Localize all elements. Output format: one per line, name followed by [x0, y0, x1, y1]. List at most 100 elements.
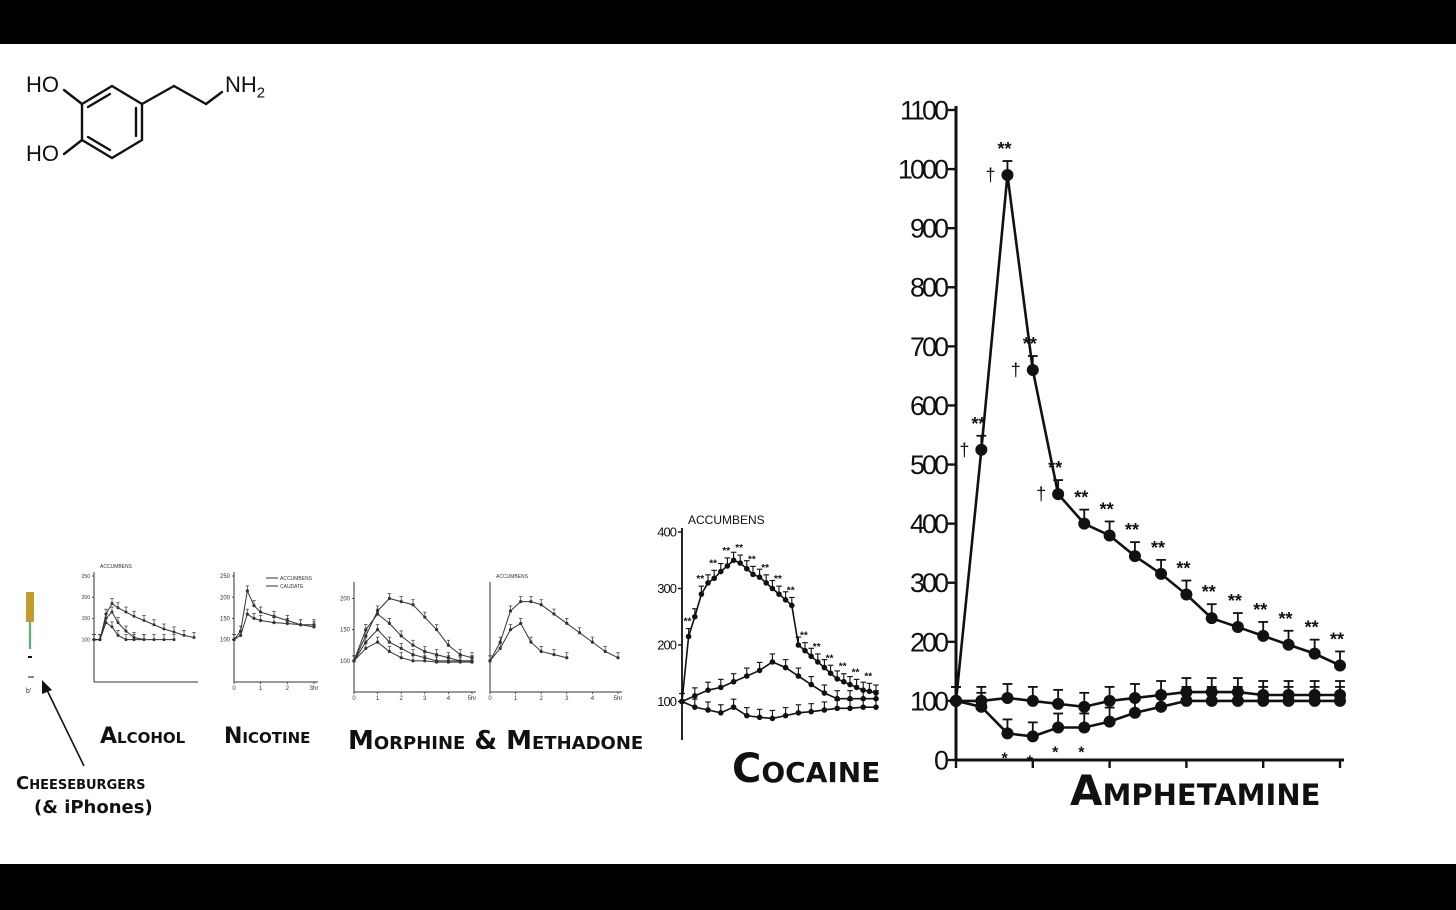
chart-title: ACCUMBENS	[688, 513, 765, 527]
amphetamine-chart: 0 100 200 300 400 500 600 700 800 900 1000 1100 0 1 2 3…	[898, 95, 1361, 772]
data-point	[1103, 694, 1116, 707]
y-tick-label: 150	[340, 628, 351, 634]
amine-label: NH2	[225, 72, 265, 101]
series-line-1	[489, 622, 567, 662]
data-point	[116, 606, 120, 610]
y-tick-label: 0	[934, 745, 948, 772]
data-point	[782, 664, 789, 671]
hydroxyl-top-label: HO	[26, 72, 59, 97]
letterbox-bottom	[0, 864, 1456, 910]
data-point	[750, 571, 756, 578]
data-point	[1001, 727, 1014, 740]
y-tick-label: 200	[657, 638, 676, 653]
series-line-0	[954, 174, 1341, 702]
data-point	[1180, 588, 1193, 601]
significance-annotation: **	[1228, 591, 1242, 611]
data-point	[110, 602, 114, 606]
significance-annotation: **	[1074, 488, 1088, 508]
data-point	[387, 649, 391, 654]
data-point	[285, 621, 289, 626]
significance-annotation: **	[722, 546, 730, 557]
data-point	[104, 621, 108, 625]
data-point	[769, 585, 776, 592]
data-point	[552, 612, 556, 616]
data-point	[705, 580, 711, 586]
data-point	[272, 614, 276, 618]
data-point	[1334, 694, 1346, 707]
data-point	[435, 660, 439, 664]
x-tick-label: 3	[423, 696, 427, 702]
data-point	[795, 642, 802, 648]
data-point	[232, 638, 236, 642]
data-point	[724, 563, 731, 569]
x-tick-label: 0	[352, 696, 356, 702]
data-point	[364, 646, 368, 650]
x-tick-label: 1	[259, 686, 263, 692]
data-point	[142, 638, 146, 642]
data-point	[259, 618, 263, 623]
data-point	[92, 638, 96, 642]
data-point	[860, 704, 866, 710]
dagger-annotation: †	[1011, 360, 1021, 380]
significance-annotation: **	[1048, 458, 1062, 478]
data-point	[616, 656, 620, 660]
x-tick-label: 3	[1180, 771, 1194, 772]
cheeseburgers-label: Cheeseburgers	[16, 773, 146, 794]
hydroxyl-bottom-label: HO	[26, 141, 59, 166]
significance-annotation: **	[1305, 618, 1319, 638]
y-tick-label: 1000	[898, 155, 948, 185]
pointer-arrow	[42, 680, 85, 767]
significance-annotation: **	[684, 617, 692, 628]
data-point	[763, 580, 769, 586]
legend-label: ACCUMBENS	[280, 576, 313, 582]
data-point	[162, 638, 166, 642]
significance-annotation: **	[1023, 334, 1037, 354]
data-point	[795, 673, 802, 679]
data-point	[776, 591, 782, 597]
morphine-chart: 200 150 100 0 1 2 3 4 5hr	[340, 582, 476, 702]
data-point	[1103, 529, 1116, 542]
data-point	[529, 599, 533, 604]
significance-annotation: **	[709, 558, 717, 569]
data-point	[950, 694, 962, 707]
series-line-1	[956, 690, 1340, 709]
data-point	[399, 646, 403, 650]
data-point	[692, 704, 698, 710]
y-tick-label: 800	[910, 273, 948, 303]
significance-annotation: **	[1279, 609, 1293, 629]
data-point	[711, 575, 718, 582]
data-point	[152, 623, 156, 627]
data-point	[519, 621, 523, 626]
data-point	[364, 634, 368, 638]
data-point	[692, 613, 698, 620]
data-point	[435, 628, 439, 632]
x-tick-label: 2	[400, 696, 404, 702]
y-tick-label: 250	[82, 574, 91, 580]
data-point	[730, 704, 737, 710]
data-point	[1103, 715, 1116, 728]
data-point	[873, 704, 879, 710]
data-point	[399, 656, 403, 660]
x-tick-label: 1	[376, 696, 380, 702]
dagger-annotation: †	[1036, 484, 1046, 504]
data-point	[116, 633, 120, 637]
data-point	[1308, 647, 1321, 660]
data-point	[132, 638, 136, 642]
data-point	[446, 643, 450, 647]
data-point	[1078, 517, 1091, 530]
data-point	[847, 705, 853, 712]
chart-title: ACCUMBENS	[496, 574, 529, 580]
data-point	[1128, 550, 1141, 563]
data-point	[552, 652, 556, 657]
data-point	[182, 633, 186, 637]
slide: HO HO NH2 b' 250 200 150 100 ACCUMBENS 250 20…	[0, 44, 1456, 864]
data-point	[116, 621, 120, 625]
data-point	[539, 649, 543, 654]
significance-annotation: **	[1151, 538, 1165, 558]
letterbox-top	[0, 0, 1456, 44]
y-tick-label: 900	[910, 214, 948, 244]
x-tick-label: 1	[1027, 771, 1041, 772]
significance-annotation: **	[735, 543, 743, 554]
significance-annotation: **	[1176, 559, 1190, 579]
data-point	[142, 619, 146, 623]
